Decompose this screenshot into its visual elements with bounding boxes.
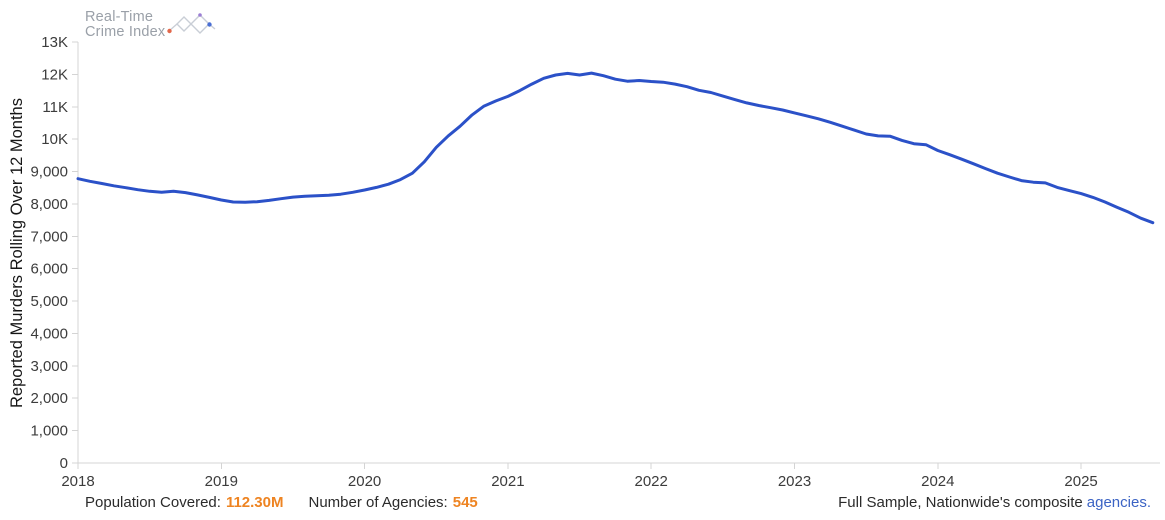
svg-text:2021: 2021 [491,473,524,490]
y-axis-ticks: 0 1,000 2,000 3,000 4,000 5,000 6,000 7,000 8,00… [30,34,78,472]
sample-text: Full Sample, Nationwide's composite [838,494,1083,511]
logo-line2: Crime Index [85,24,166,40]
svg-text:10K: 10K [41,131,68,148]
svg-text:0: 0 [60,455,68,472]
svg-text:2,000: 2,000 [30,390,68,407]
y-axis-title: Reported Murders Rolling Over 12 Months [8,98,26,408]
svg-text:2020: 2020 [348,473,381,490]
footer-stats: Population Covered: 112.30M Number of Agen… [85,494,478,511]
murders-line-chart: 0 1,000 2,000 3,000 4,000 5,000 6,000 7,000 8,00… [8,34,1160,490]
svg-text:13K: 13K [41,34,68,51]
svg-text:3,000: 3,000 [30,358,68,375]
svg-text:2024: 2024 [921,473,954,490]
logo-line1: Real-Time [85,9,154,25]
population-covered-value: 112.30M [225,494,284,511]
svg-text:6,000: 6,000 [30,261,68,278]
svg-text:4,000: 4,000 [30,325,68,342]
axis-lines [77,42,1160,464]
murders-trend-line [76,71,1155,225]
svg-text:5,000: 5,000 [30,293,68,310]
rtci-diamond-logo-icon [167,13,216,34]
svg-text:2025: 2025 [1064,473,1097,490]
population-covered-label: Population Covered: [85,494,221,511]
sample-description: Full Sample, Nationwide's composite agenc… [838,494,1151,511]
svg-text:2018: 2018 [61,473,94,490]
number-of-agencies-value: 545 [452,494,478,511]
svg-text:11K: 11K [42,99,68,116]
x-axis-ticks: 2018 2019 2020 2021 2022 2023 2024 2025 [61,463,1098,490]
svg-text:7,000: 7,000 [30,228,68,245]
svg-text:8,000: 8,000 [30,196,68,213]
svg-text:2019: 2019 [205,473,238,490]
rtci-logo[interactable]: Real-Time Crime Index [85,10,219,47]
svg-text:12K: 12K [41,66,68,83]
svg-text:2023: 2023 [778,473,811,490]
agencies-link[interactable]: agencies. [1086,494,1151,511]
rtci-logo-text: Real-Time Crime Index [85,10,165,40]
chart-footer: Population Covered: 112.30M Number of Agen… [0,494,1165,516]
svg-text:2022: 2022 [635,473,668,490]
number-of-agencies-label: Number of Agencies: [308,494,448,511]
svg-text:1,000: 1,000 [30,423,68,440]
svg-text:9,000: 9,000 [30,164,68,181]
